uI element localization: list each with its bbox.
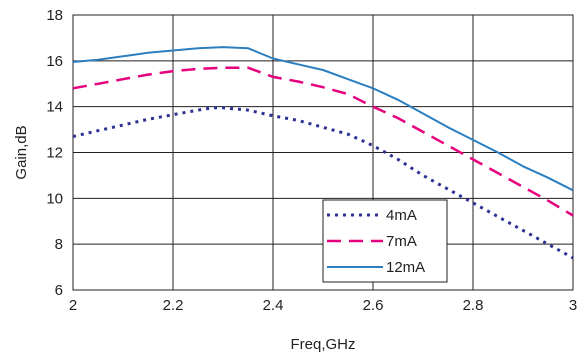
x-axis-title: Freq,GHz (290, 336, 355, 353)
y-tick-label: 16 (46, 53, 63, 70)
series-line-4mA (72, 106, 574, 260)
legend-label-12mA: 12mA (386, 259, 425, 276)
y-tick-label: 12 (46, 145, 63, 162)
legend-label-7mA: 7mA (386, 233, 417, 250)
series-line-12mA (72, 46, 574, 192)
legend-box (322, 199, 448, 283)
x-tick-label: 3 (569, 297, 577, 314)
y-tick-label: 18 (46, 7, 63, 24)
legend-label-4mA: 4mA (386, 207, 417, 224)
y-tick-label: 14 (46, 99, 63, 116)
x-tick-label: 2.2 (163, 297, 184, 314)
y-tick-label: 10 (46, 190, 63, 207)
series-line-7mA (72, 66, 574, 217)
x-tick-label: 2.8 (463, 297, 484, 314)
series-layer (72, 46, 574, 260)
plot-area-border (72, 14, 574, 291)
y-tick-label: 8 (55, 236, 63, 253)
y-axis-title: Gain,dB (13, 125, 30, 179)
y-axis-ticks: 6 8 10 12 14 16 18 (46, 7, 63, 299)
x-axis-ticks: 2 2.2 2.4 2.6 2.8 3 (69, 297, 577, 314)
x-tick-label: 2 (69, 297, 77, 314)
y-tick-label: 6 (55, 282, 63, 299)
x-tick-label: 2.4 (263, 297, 284, 314)
legend: 4mA 7mA 12mA (322, 199, 448, 283)
x-tick-label: 2.6 (363, 297, 384, 314)
